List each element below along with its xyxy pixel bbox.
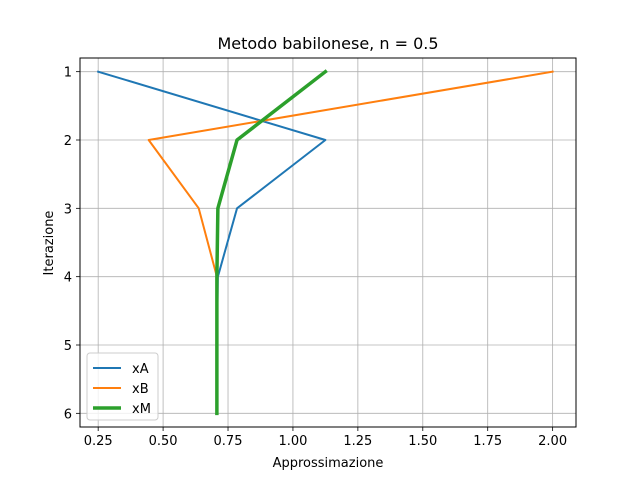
y-axis-label: Iterazione xyxy=(42,211,57,276)
y-tick-label: 4 xyxy=(64,271,72,286)
series-line-xM xyxy=(215,69,328,416)
y-axis-ticks: 1 2 3 4 5 6 xyxy=(64,66,80,422)
y-tick-label: 6 xyxy=(64,407,72,422)
x-tick-label: 1.00 xyxy=(278,434,307,449)
y-tick-label: 3 xyxy=(64,202,72,217)
x-tick-label: 0.50 xyxy=(149,434,178,449)
x-tick-label: 1.75 xyxy=(473,434,502,449)
x-tick-label: 0.25 xyxy=(84,434,113,449)
chart-title: Metodo babilonese, n = 0.5 xyxy=(217,34,438,53)
x-axis-ticks: 0.25 0.50 0.75 1.00 1.25 1.50 1.75 2.00 xyxy=(84,427,567,449)
y-tick-label: 5 xyxy=(64,339,72,354)
plot-frame xyxy=(79,57,577,428)
legend: xA xB xM xyxy=(86,352,159,421)
legend-label-xM: xM xyxy=(132,402,151,417)
y-tick-label: 2 xyxy=(64,134,72,149)
x-tick-label: 0.75 xyxy=(214,434,243,449)
legend-box xyxy=(86,352,159,421)
x-axis-label: Approssimazione xyxy=(273,456,384,471)
y-tick-label: 1 xyxy=(64,66,72,81)
legend-label-xB: xB xyxy=(132,382,149,397)
series-lines xyxy=(96,69,554,416)
x-tick-label: 1.25 xyxy=(343,434,372,449)
x-tick-label: 2.00 xyxy=(538,434,567,449)
legend-label-xA: xA xyxy=(132,362,149,377)
x-tick-label: 1.50 xyxy=(408,434,437,449)
